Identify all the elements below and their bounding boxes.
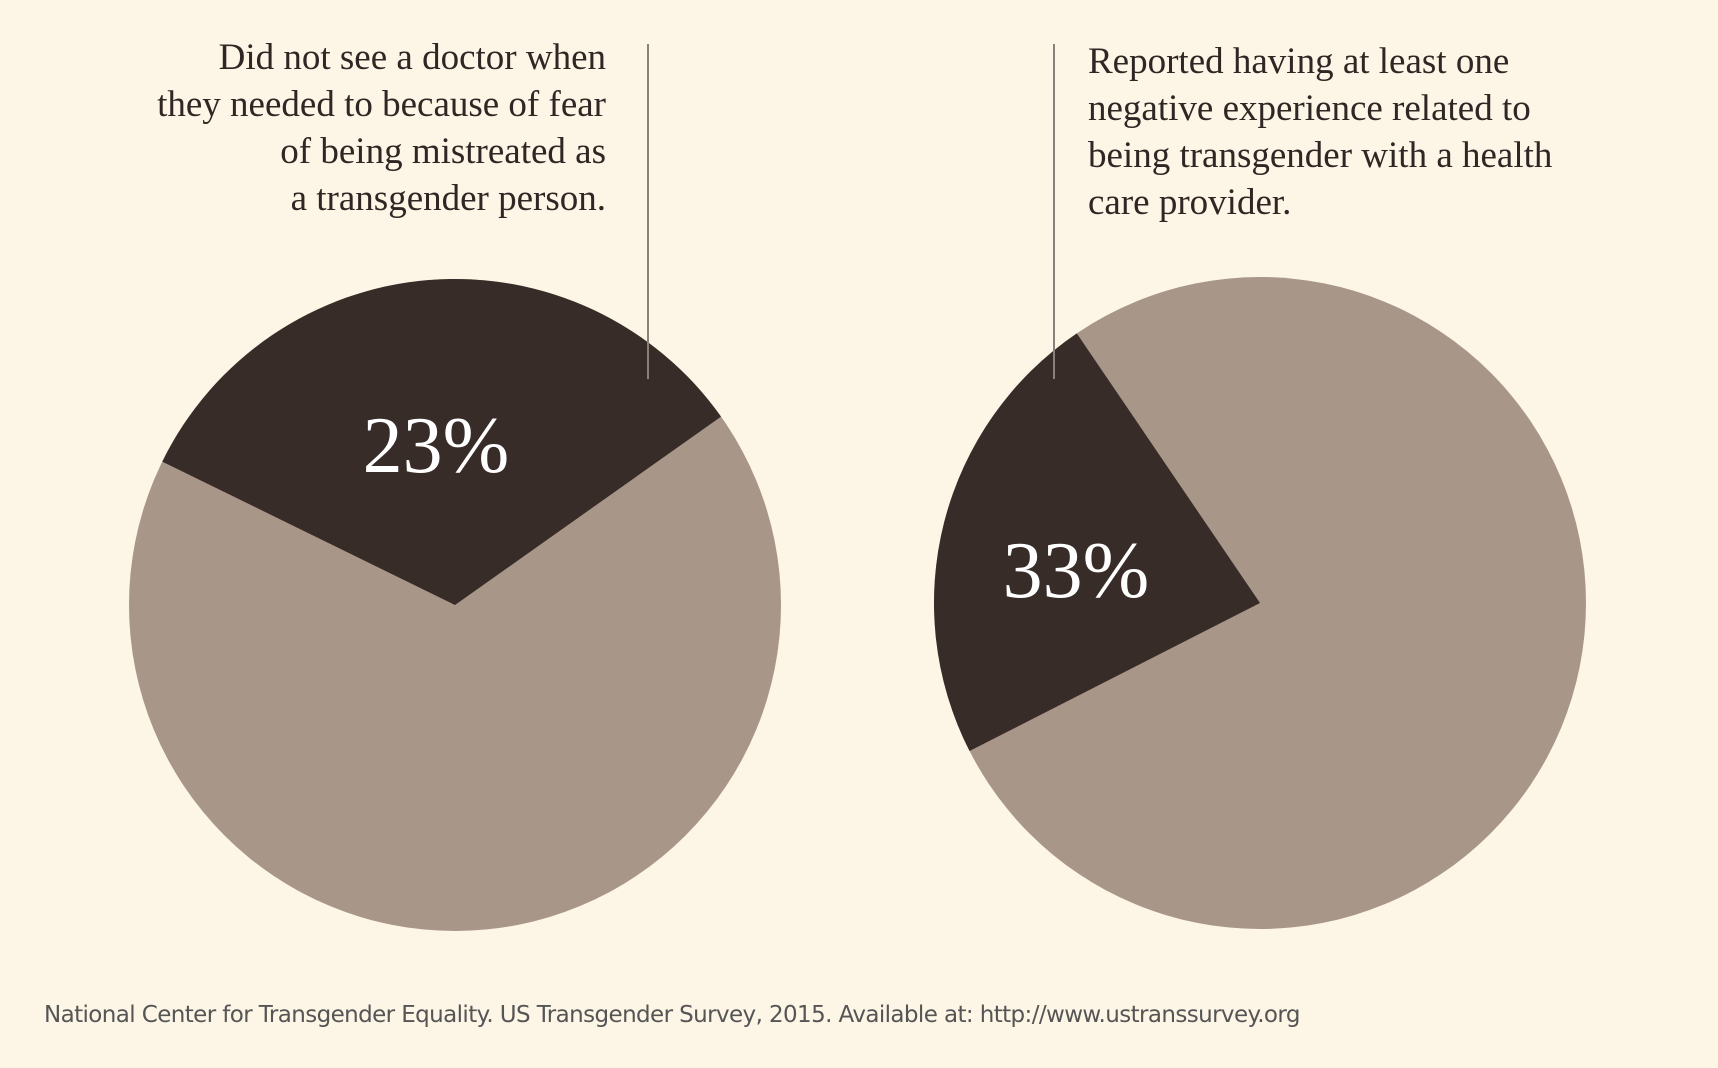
source-footnote: National Center for Transgender Equality… bbox=[44, 1002, 1300, 1028]
caption-line: Did not see a doctor when bbox=[218, 37, 606, 78]
pie-slice-highlight bbox=[933, 333, 1260, 752]
caption-line: negative experience related to bbox=[1088, 88, 1531, 129]
caption-line: of being mistreated as bbox=[280, 131, 606, 172]
caption-line: they needed to because of fear bbox=[157, 84, 606, 125]
caption-line: care provider. bbox=[1088, 182, 1292, 223]
caption-line: being transgender with a health bbox=[1088, 135, 1553, 176]
left-leader-line bbox=[647, 44, 649, 379]
right-chart-caption: Reported having at least one negative ex… bbox=[1088, 38, 1552, 226]
pie-slice-highlight bbox=[162, 279, 722, 605]
left-chart-caption: Did not see a doctor when they needed to… bbox=[157, 34, 606, 222]
caption-line: Reported having at least one bbox=[1088, 41, 1510, 82]
pie-percent-label: 33% bbox=[1003, 527, 1150, 615]
right-leader-line bbox=[1053, 44, 1055, 379]
pie-percent-label: 23% bbox=[363, 402, 510, 490]
caption-line: a transgender person. bbox=[290, 178, 606, 219]
